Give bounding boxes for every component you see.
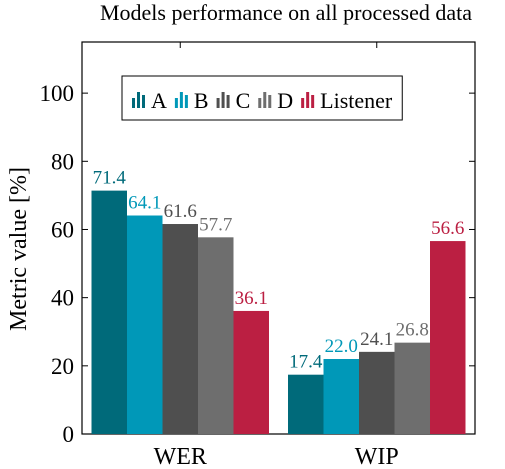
legend-swatch [263, 92, 267, 108]
bar [91, 190, 127, 434]
y-tick-label: 60 [51, 217, 74, 242]
y-tick-label: 0 [63, 422, 75, 447]
legend-swatch [142, 95, 145, 108]
bar [233, 310, 269, 434]
legend-label: Listener [320, 88, 393, 113]
legend-label: C [236, 88, 251, 113]
legend-swatch [258, 98, 262, 108]
legend-swatch [174, 98, 178, 108]
y-tick-label: 20 [51, 354, 74, 379]
bar-value-label: 56.6 [431, 218, 464, 239]
bar-value-label: 61.6 [164, 201, 197, 222]
legend-swatch [268, 95, 272, 108]
bar-value-label: 26.8 [396, 320, 429, 341]
bar [127, 215, 163, 434]
legend-swatch [301, 98, 305, 108]
legend-label: D [277, 88, 293, 113]
legend-swatch [216, 98, 220, 108]
bar-value-label: 57.7 [199, 214, 232, 235]
legend-swatch [311, 95, 315, 108]
legend-box [121, 75, 403, 121]
plot-frame [81, 41, 476, 435]
x-tick-label: WIP [355, 444, 399, 469]
legend: A B C D Listener [121, 75, 403, 121]
y-tick-label: 100 [40, 81, 75, 106]
bar [288, 374, 324, 434]
bar [198, 237, 234, 434]
bar-value-label: 24.1 [360, 329, 393, 350]
legend-swatch [226, 95, 230, 108]
chart-title: Models performance on all processed data [100, 0, 472, 25]
legend-label: A [151, 88, 167, 113]
bars-group: 71.464.1 61.657.7 36.1 17.422.0 24.1 26.8 56.6 [91, 168, 466, 434]
y-tick-label: 80 [51, 149, 74, 174]
bar-value-label: 17.4 [289, 352, 323, 373]
bar [394, 342, 430, 434]
y-axis-label: Metric value [%] [6, 167, 32, 331]
legend-label: B [194, 88, 209, 113]
legend-swatch [221, 92, 225, 108]
legend-swatch [306, 92, 310, 108]
legend-swatch [132, 98, 135, 108]
bar-value-label: 22.0 [325, 336, 358, 357]
y-tick-label: 40 [51, 286, 74, 311]
bar [359, 351, 395, 434]
axes: 0 20 40 60 80 100 WER WIP [40, 41, 476, 469]
bar-value-label: 71.4 [93, 168, 127, 189]
bar [430, 241, 466, 434]
bar [162, 224, 198, 434]
bar [323, 359, 359, 434]
legend-swatch [184, 95, 188, 108]
legend-swatch [179, 92, 183, 108]
bar-value-label: 64.1 [128, 193, 161, 214]
bar-value-label: 36.1 [235, 288, 268, 309]
legend-swatch [137, 92, 140, 108]
x-tick-label: WER [154, 444, 207, 469]
